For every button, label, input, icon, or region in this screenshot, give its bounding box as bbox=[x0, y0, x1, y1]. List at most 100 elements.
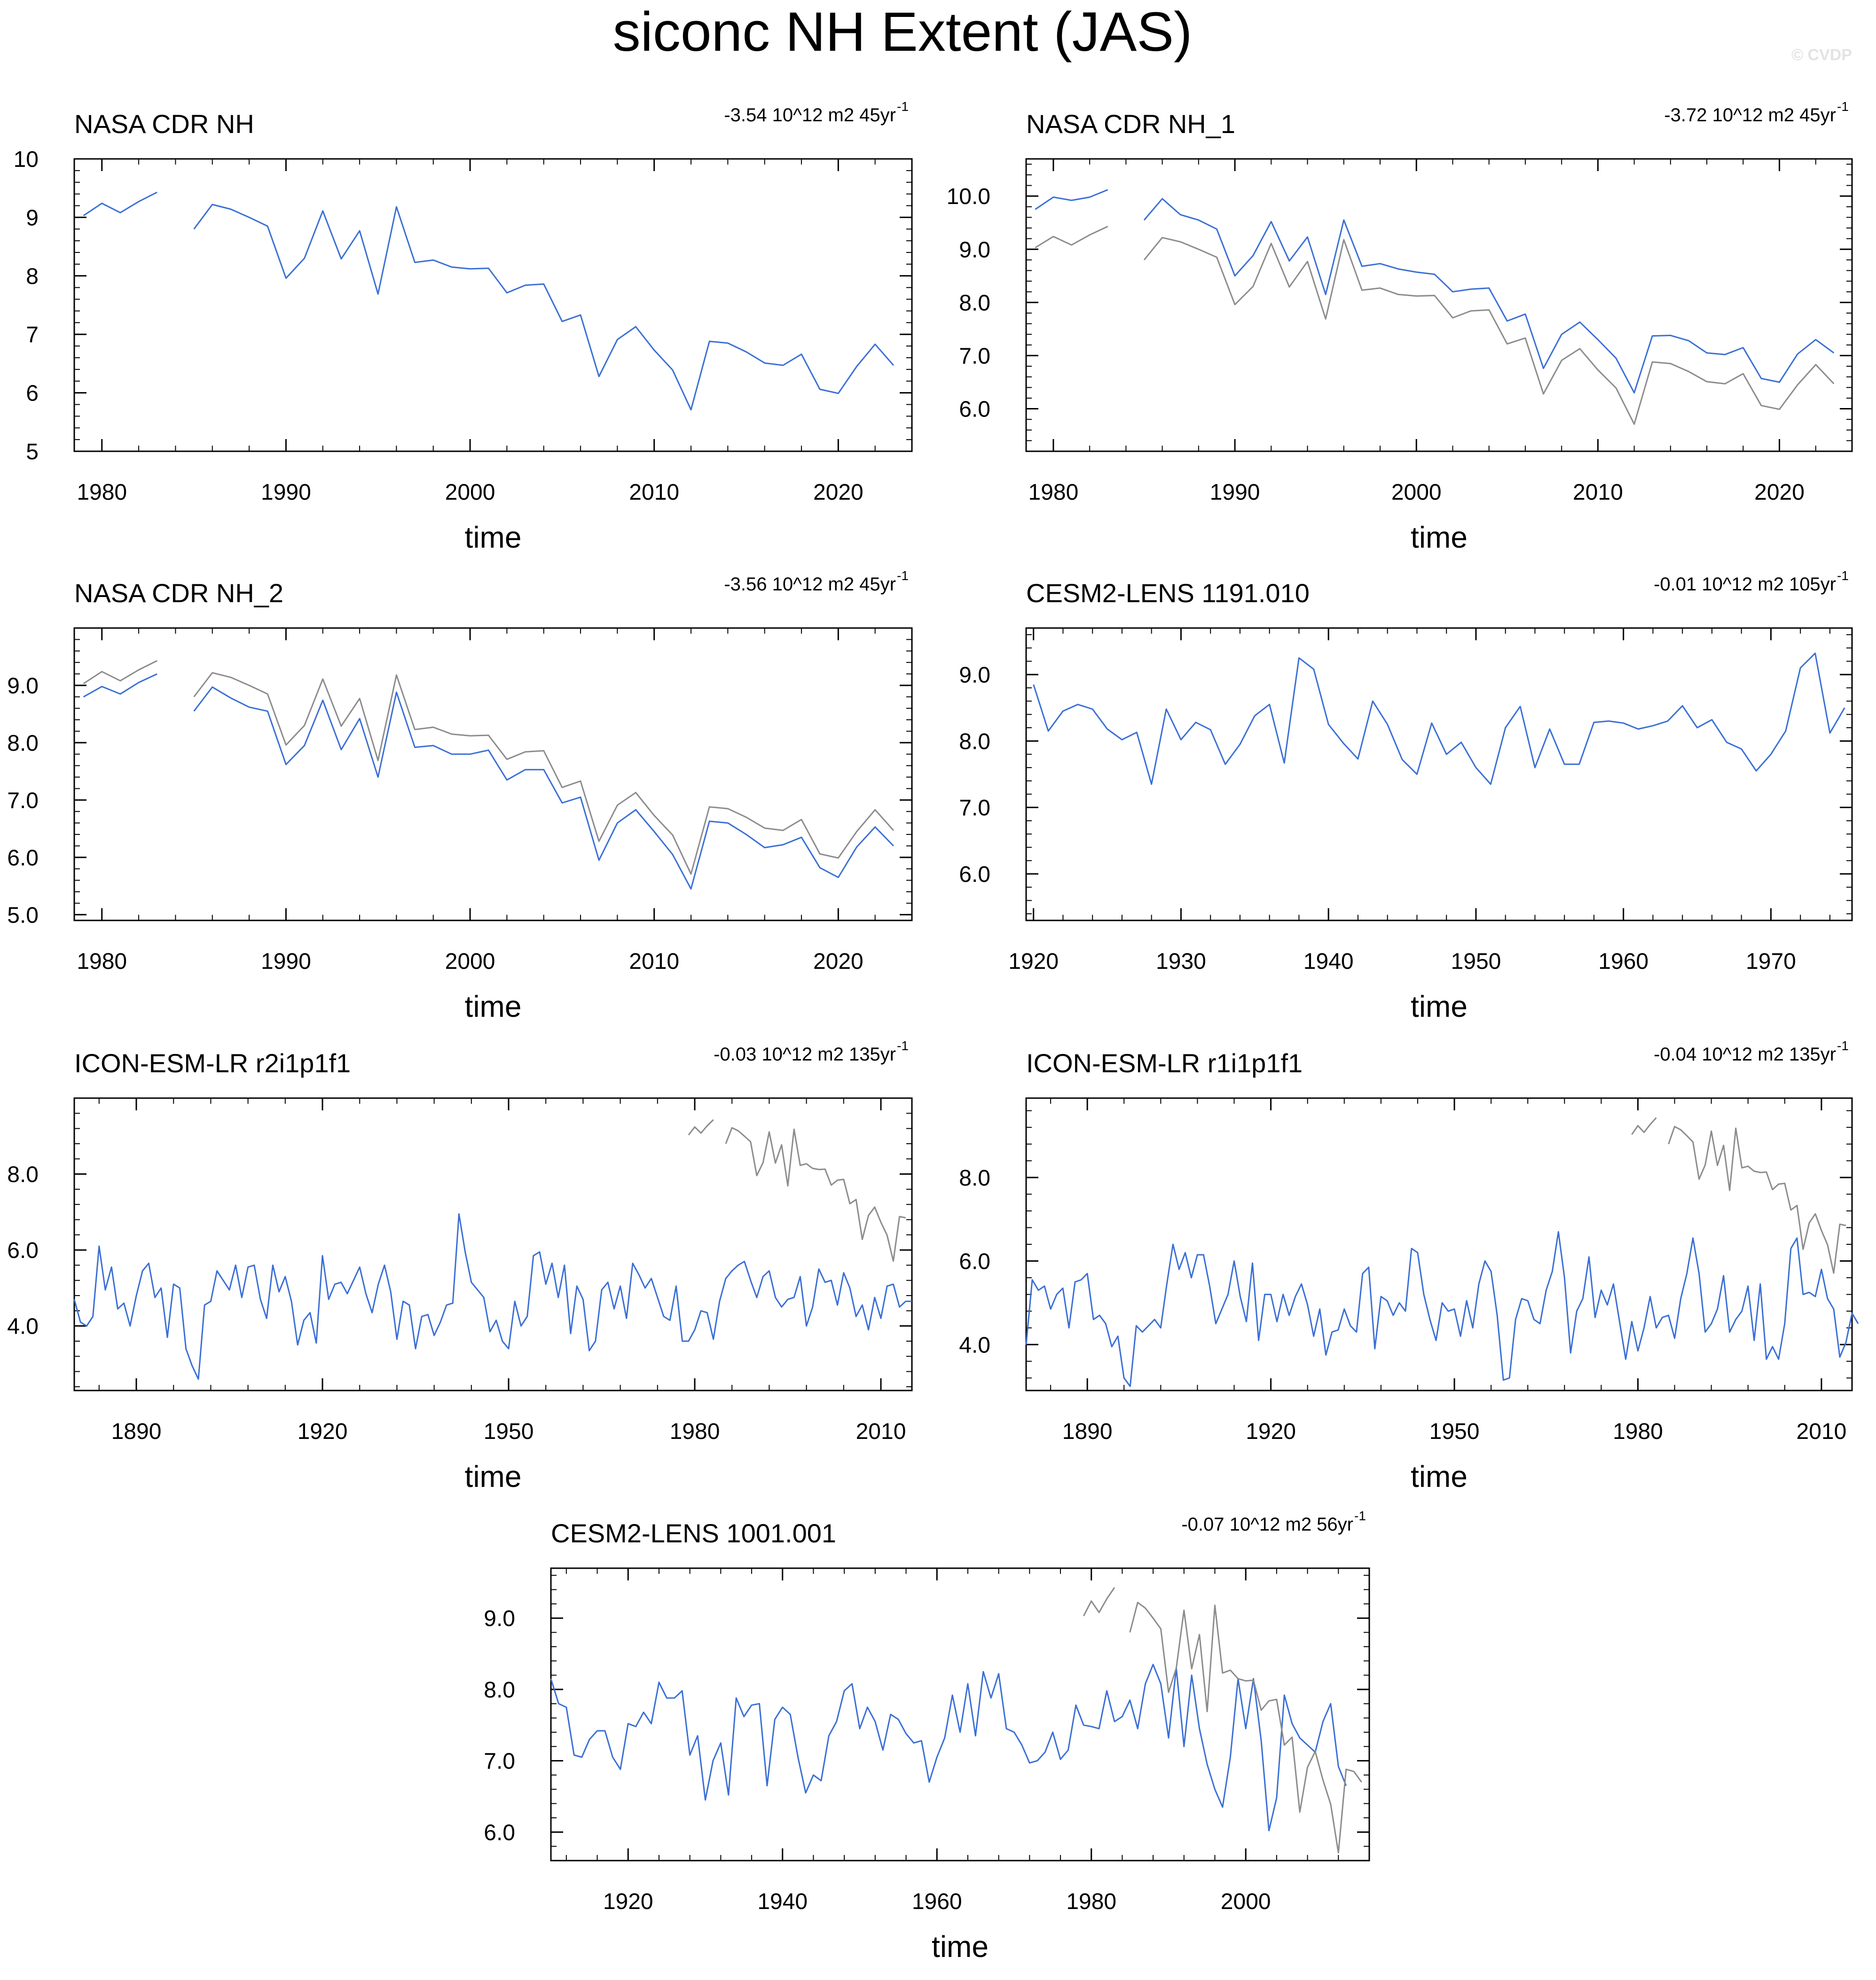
plot-frame bbox=[1025, 1097, 1853, 1391]
x-axis-label: time bbox=[1411, 520, 1468, 554]
y-tick-label: 8.0 bbox=[7, 1163, 39, 1187]
series-line bbox=[83, 660, 894, 875]
chart-panel-2: 6.0 7.0 8.0 9.0 10.0 1980 1990 2000 2010 2020 time… bbox=[947, 99, 1853, 554]
y-tick-label: 7 bbox=[26, 322, 39, 347]
x-tick-label: 2020 bbox=[1754, 480, 1805, 505]
trend-superscript: -1 bbox=[897, 99, 909, 114]
trend-superscript: -1 bbox=[1837, 568, 1849, 583]
x-tick-label: 1940 bbox=[757, 1889, 808, 1914]
x-tick-label: 2010 bbox=[856, 1419, 906, 1444]
series-line bbox=[83, 673, 894, 890]
chart-panel-1: 5 6 7 8 9 10 1980 1990 2000 2010 2020 time NASA CDR … bbox=[14, 99, 913, 554]
panel-title: NASA CDR NH_2 bbox=[74, 578, 283, 608]
x-tick-label: 1890 bbox=[1062, 1419, 1113, 1444]
plot-frame bbox=[550, 1567, 1370, 1862]
trend-superscript: -1 bbox=[897, 1038, 909, 1053]
series-line bbox=[550, 1664, 1347, 1831]
y-tick-label: 8.0 bbox=[959, 291, 990, 315]
x-tick-label: 1980 bbox=[670, 1419, 720, 1444]
x-tick-label: 2000 bbox=[445, 480, 495, 505]
x-tick-label: 1980 bbox=[1066, 1889, 1116, 1914]
y-tick-label: 5.0 bbox=[7, 903, 39, 928]
x-tick-label: 2000 bbox=[445, 949, 495, 974]
x-axis-label: time bbox=[1411, 1460, 1468, 1493]
watermark: © CVDP bbox=[1791, 46, 1852, 64]
x-tick-label: 2020 bbox=[813, 949, 863, 974]
series-line bbox=[1033, 652, 1845, 785]
series-line bbox=[1631, 1117, 1846, 1274]
x-tick-label: 1980 bbox=[77, 949, 127, 974]
chart-panel-4: 6.0 7.0 8.0 9.0 1920 1930 1940 1950 1960 1970 time… bbox=[959, 568, 1853, 1023]
x-tick-label: 1920 bbox=[1246, 1419, 1296, 1444]
y-tick-label: 6 bbox=[26, 381, 39, 406]
y-tick-label: 9.0 bbox=[959, 237, 990, 262]
y-tick-label: 6.0 bbox=[7, 1238, 39, 1263]
y-tick-label: 6.0 bbox=[484, 1820, 515, 1845]
y-tick-label: 8.0 bbox=[959, 729, 990, 754]
y-tick-label: 7.0 bbox=[7, 788, 39, 813]
x-axis-label: time bbox=[465, 520, 522, 554]
plot-frame bbox=[1025, 158, 1853, 452]
plot-frame bbox=[1025, 627, 1853, 921]
x-tick-label: 1920 bbox=[603, 1889, 653, 1914]
y-tick-label: 8.0 bbox=[7, 731, 39, 756]
x-tick-label: 2000 bbox=[1221, 1889, 1271, 1914]
trend-label: -3.72 10^12 m2 45yr bbox=[1664, 105, 1836, 126]
x-tick-label: 2000 bbox=[1391, 480, 1442, 505]
chart-panel-7: 6.0 7.0 8.0 9.0 1920 1940 1960 1980 2000 time CESM… bbox=[484, 1509, 1370, 1964]
y-tick-label: 4.0 bbox=[7, 1314, 39, 1339]
y-tick-label: 8.0 bbox=[484, 1678, 515, 1703]
panels: 5 6 7 8 9 10 1980 1990 2000 2010 2020 time NASA CDR … bbox=[7, 99, 1859, 1964]
panel-title: CESM2-LENS 1001.001 bbox=[551, 1518, 836, 1548]
x-tick-label: 1950 bbox=[1451, 949, 1501, 974]
series-line bbox=[1025, 1231, 1859, 1387]
y-tick-label: 9 bbox=[26, 205, 39, 230]
trend-label: -0.01 10^12 m2 105yr bbox=[1654, 574, 1836, 595]
x-tick-label: 1990 bbox=[261, 480, 311, 505]
series-line bbox=[83, 191, 894, 411]
x-tick-label: 2010 bbox=[629, 480, 679, 505]
series-line bbox=[73, 1213, 912, 1380]
series-line bbox=[1035, 189, 1835, 394]
x-axis-label: time bbox=[465, 990, 522, 1023]
trend-label: -3.56 10^12 m2 45yr bbox=[724, 574, 896, 595]
x-axis-label: time bbox=[1411, 990, 1468, 1023]
x-tick-label: 2010 bbox=[1573, 480, 1623, 505]
x-tick-label: 1930 bbox=[1156, 949, 1206, 974]
trend-superscript: -1 bbox=[1354, 1509, 1366, 1523]
series-line bbox=[1035, 226, 1835, 425]
x-tick-label: 1950 bbox=[1429, 1419, 1480, 1444]
x-tick-label: 1970 bbox=[1746, 949, 1796, 974]
y-tick-label: 4.0 bbox=[959, 1333, 990, 1358]
x-tick-label: 1980 bbox=[77, 480, 127, 505]
x-tick-label: 2010 bbox=[629, 949, 679, 974]
series-line bbox=[688, 1119, 906, 1262]
x-tick-label: 1950 bbox=[484, 1419, 534, 1444]
trend-label: -0.03 10^12 m2 135yr bbox=[714, 1044, 896, 1065]
trend-label: -3.54 10^12 m2 45yr bbox=[724, 105, 896, 126]
trend-superscript: -1 bbox=[1837, 1038, 1849, 1053]
y-tick-label: 5 bbox=[26, 440, 39, 464]
y-tick-label: 7.0 bbox=[959, 344, 990, 369]
panel-title: ICON-ESM-LR r2i1p1f1 bbox=[74, 1048, 351, 1078]
x-tick-label: 1990 bbox=[1210, 480, 1260, 505]
x-tick-label: 1960 bbox=[1598, 949, 1648, 974]
x-tick-label: 1940 bbox=[1303, 949, 1354, 974]
y-tick-label: 9.0 bbox=[959, 663, 990, 688]
y-tick-label: 8.0 bbox=[959, 1166, 990, 1191]
trend-superscript: -1 bbox=[1837, 99, 1849, 114]
y-tick-label: 9.0 bbox=[484, 1606, 515, 1631]
x-axis-label: time bbox=[932, 1930, 989, 1964]
y-tick-label: 6.0 bbox=[7, 846, 39, 871]
x-tick-label: 2020 bbox=[813, 480, 863, 505]
x-tick-label: 1980 bbox=[1028, 480, 1079, 505]
chart-panel-6: 4.0 6.0 8.0 1890 1920 1950 1980 2010 time ICON-ES… bbox=[959, 1038, 1859, 1493]
panel-title: ICON-ESM-LR r1i1p1f1 bbox=[1026, 1048, 1303, 1078]
x-tick-label: 1990 bbox=[261, 949, 311, 974]
y-tick-label: 10.0 bbox=[947, 184, 990, 209]
chart-panel-3: 5.0 6.0 7.0 8.0 9.0 1980 1990 2000 2010 2020 time N… bbox=[7, 568, 913, 1023]
y-tick-label: 8 bbox=[26, 264, 39, 289]
panel-title: NASA CDR NH bbox=[74, 109, 254, 139]
y-tick-label: 6.0 bbox=[959, 1249, 990, 1274]
